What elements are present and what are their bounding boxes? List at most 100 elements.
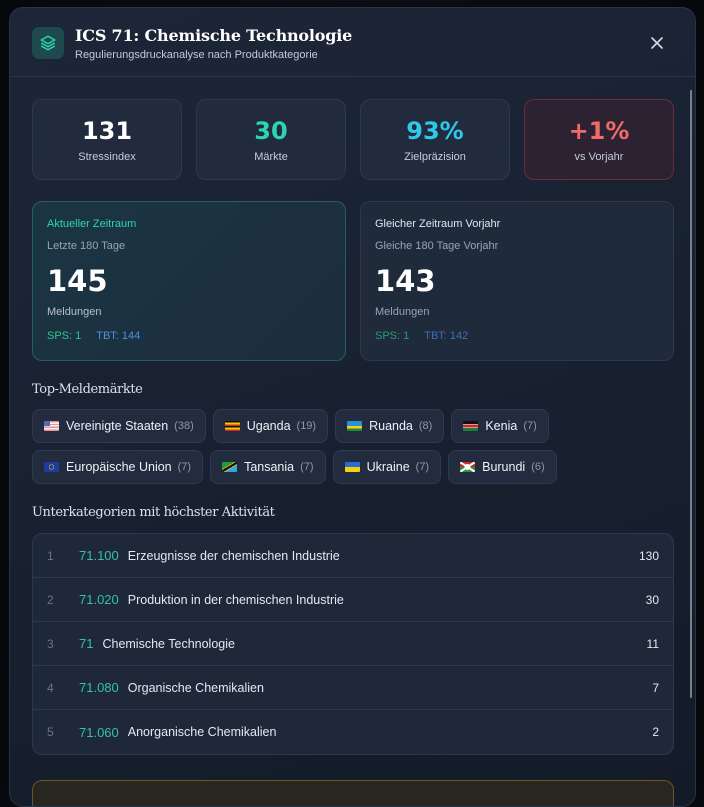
modal-content: 131 Stressindex 30 Märkte 93% Zielpräzis… [32,99,674,755]
row-name: Organische Chemikalien [128,681,653,695]
stat-label: Zielpräzision [404,151,466,163]
period-breakdown: SPS: 1 TBT: 144 [47,330,331,342]
next-section-card [32,780,674,807]
markets-list: Vereinigte Staaten (38) Uganda (19) Ruan… [32,409,674,484]
row-count: 11 [647,637,659,651]
market-count: (7) [416,461,429,473]
table-row[interactable]: 2 71.020 Produktion in der chemischen In… [33,578,673,622]
tbt-count: TBT: 142 [424,330,468,342]
period-unit: Meldungen [375,306,659,318]
stat-label: Märkte [254,151,288,163]
row-name: Chemische Technologie [102,637,646,651]
row-code: 71.020 [79,592,119,607]
eu-flag-icon [44,462,59,472]
table-row[interactable]: 5 71.060 Anorganische Chemikalien 2 [33,710,673,754]
stat-value: +1% [569,117,630,145]
ua-flag-icon [345,462,360,472]
period-count: 143 [375,265,659,297]
market-name: Europäische Union [66,460,172,474]
market-chip-eu[interactable]: Europäische Union (7) [32,450,203,484]
tz-flag-icon [222,462,237,472]
market-count: (19) [297,420,317,432]
close-button[interactable] [647,33,667,53]
subcategories-section-title: Unterkategorien mit höchster Aktivität [32,505,674,520]
period-subtitle: Gleiche 180 Tage Vorjahr [375,240,659,252]
stat-value: 93% [406,117,463,145]
us-flag-icon [44,421,59,431]
row-count: 2 [652,725,659,739]
market-name: Kenia [485,419,517,433]
stat-markets: 30 Märkte [196,99,346,180]
period-breakdown: SPS: 1 TBT: 142 [375,330,659,342]
row-code: 71.080 [79,680,119,695]
tbt-count: TBT: 144 [96,330,140,342]
row-code: 71 [79,636,93,651]
stat-value: 131 [82,117,132,145]
row-rank: 3 [47,637,79,651]
stat-precision: 93% Zielpräzision [360,99,510,180]
market-name: Ruanda [369,419,413,433]
row-name: Erzeugnisse der chemischen Industrie [128,549,639,563]
ke-flag-icon [463,421,478,431]
market-name: Uganda [247,419,291,433]
close-icon [651,37,663,49]
market-chip-tanzania[interactable]: Tansania (7) [210,450,326,484]
modal-header: ICS 71: Chemische Technologie Regulierun… [10,8,695,77]
period-count: 145 [47,265,331,297]
row-code: 71.100 [79,548,119,563]
stat-yoy-change: +1% vs Vorjahr [524,99,674,180]
market-count: (7) [523,420,536,432]
market-chip-burundi[interactable]: Burundi (6) [448,450,557,484]
market-count: (7) [178,461,191,473]
row-count: 30 [646,593,659,607]
market-count: (6) [531,461,544,473]
sps-count: SPS: 1 [47,330,81,342]
market-name: Burundi [482,460,525,474]
market-count: (8) [419,420,432,432]
current-period-card: Aktueller Zeitraum Letzte 180 Tage 145 M… [32,201,346,361]
row-code: 71.060 [79,725,119,740]
layers-icon [32,27,64,59]
market-chip-kenya[interactable]: Kenia (7) [451,409,548,443]
row-count: 7 [652,681,659,695]
period-comparison: Aktueller Zeitraum Letzte 180 Tage 145 M… [32,201,674,361]
stats-row: 131 Stressindex 30 Märkte 93% Zielpräzis… [32,99,674,180]
row-rank: 1 [47,549,79,563]
subcategories-table: 1 71.100 Erzeugnisse der chemischen Indu… [32,533,674,755]
period-title: Gleicher Zeitraum Vorjahr [375,218,659,230]
table-row[interactable]: 3 71 Chemische Technologie 11 [33,622,673,666]
market-chip-ukraine[interactable]: Ukraine (7) [333,450,442,484]
modal-title: ICS 71: Chemische Technologie [75,26,352,45]
period-title: Aktueller Zeitraum [47,218,331,230]
stat-label: vs Vorjahr [575,151,624,163]
table-row[interactable]: 1 71.100 Erzeugnisse der chemischen Indu… [33,534,673,578]
modal-subtitle: Regulierungsdruckanalyse nach Produktkat… [75,49,318,61]
ics-detail-modal: ICS 71: Chemische Technologie Regulierun… [9,7,696,807]
row-name: Anorganische Chemikalien [128,725,653,739]
sps-count: SPS: 1 [375,330,409,342]
table-row[interactable]: 4 71.080 Organische Chemikalien 7 [33,666,673,710]
scrollbar[interactable] [690,90,692,698]
row-rank: 5 [47,725,79,739]
row-name: Produktion in der chemischen Industrie [128,593,646,607]
market-chip-rwanda[interactable]: Ruanda (8) [335,409,444,443]
market-chip-uganda[interactable]: Uganda (19) [213,409,328,443]
market-name: Ukraine [367,460,410,474]
markets-section-title: Top-Meldemärkte [32,382,674,397]
stat-value: 30 [254,117,287,145]
rw-flag-icon [347,421,362,431]
market-count: (7) [300,461,313,473]
stat-stressindex: 131 Stressindex [32,99,182,180]
ug-flag-icon [225,421,240,431]
period-subtitle: Letzte 180 Tage [47,240,331,252]
period-unit: Meldungen [47,306,331,318]
stat-label: Stressindex [78,151,135,163]
market-name: Tansania [244,460,294,474]
row-rank: 2 [47,593,79,607]
row-count: 130 [639,549,659,563]
row-rank: 4 [47,681,79,695]
market-name: Vereinigte Staaten [66,419,168,433]
market-count: (38) [174,420,194,432]
bi-flag-icon [460,462,475,472]
market-chip-us[interactable]: Vereinigte Staaten (38) [32,409,206,443]
